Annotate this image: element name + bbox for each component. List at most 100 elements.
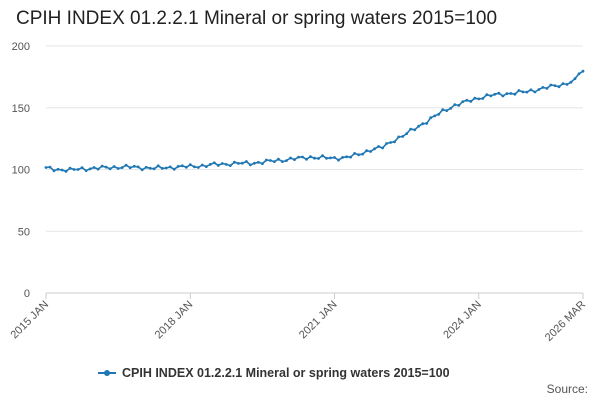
data-point — [517, 89, 521, 92]
data-point — [461, 100, 465, 103]
data-point — [357, 153, 360, 157]
data-point — [200, 163, 204, 167]
data-point — [425, 122, 429, 125]
data-point — [140, 168, 144, 172]
data-point — [289, 156, 292, 160]
data-point — [413, 128, 417, 132]
data-point — [421, 122, 425, 126]
data-point — [397, 135, 401, 139]
data-point — [577, 72, 581, 76]
data-point — [489, 94, 493, 98]
data-point — [313, 156, 316, 160]
data-point — [120, 166, 124, 170]
data-point — [561, 82, 565, 85]
data-point — [325, 156, 328, 160]
data-point — [241, 161, 244, 165]
data-point — [132, 164, 136, 168]
chart-title: CPIH INDEX 01.2.2.1 Mineral or spring wa… — [16, 8, 498, 29]
legend-label: CPIH INDEX 01.2.2.1 Mineral or spring wa… — [122, 366, 450, 380]
data-point — [533, 90, 537, 94]
data-point — [477, 97, 481, 101]
data-point — [84, 169, 88, 173]
data-point — [473, 96, 477, 100]
data-point — [529, 88, 533, 92]
data-point — [485, 93, 489, 97]
data-point — [144, 165, 148, 169]
data-point — [369, 150, 372, 153]
data-point — [257, 160, 260, 164]
data-point — [469, 100, 473, 103]
data-point — [208, 163, 212, 166]
data-point — [341, 156, 344, 159]
data-point — [285, 159, 288, 163]
data-point — [501, 94, 505, 98]
data-point — [152, 167, 156, 171]
data-point — [48, 165, 52, 169]
data-point — [60, 168, 64, 172]
data-point — [465, 98, 469, 102]
data-point — [277, 157, 280, 161]
data-point — [345, 155, 348, 159]
data-point — [549, 83, 553, 87]
data-point — [305, 157, 308, 161]
data-point — [108, 167, 112, 171]
data-point — [433, 114, 437, 118]
source-label: Source: — [546, 382, 588, 396]
data-point — [212, 161, 216, 165]
data-point — [297, 155, 300, 159]
data-point — [301, 155, 304, 159]
data-point — [196, 166, 200, 169]
data-point — [148, 166, 152, 170]
data-point — [96, 167, 100, 171]
y-tick-label-150: 150 — [12, 103, 30, 115]
data-point — [80, 166, 84, 170]
data-point — [228, 164, 232, 168]
data-point — [581, 69, 585, 73]
data-point — [513, 92, 517, 96]
data-point — [353, 152, 356, 155]
data-point — [184, 165, 188, 169]
data-point — [333, 156, 336, 159]
data-point — [56, 167, 60, 171]
data-point — [437, 112, 441, 116]
data-point — [216, 164, 220, 167]
data-point — [481, 97, 485, 100]
data-point — [64, 170, 68, 173]
data-point — [128, 166, 132, 170]
data-point — [192, 165, 196, 169]
x-tick-label-2: 2021 JAN — [297, 299, 340, 342]
data-point — [172, 167, 176, 171]
series-line — [45, 70, 584, 173]
legend[interactable]: CPIH INDEX 01.2.2.1 Mineral or spring wa… — [98, 366, 450, 380]
y-tick-label-0: 0 — [24, 288, 30, 300]
data-point — [273, 160, 276, 164]
data-point — [565, 83, 569, 86]
data-point — [509, 92, 513, 95]
data-point — [361, 152, 364, 156]
data-point — [373, 147, 376, 151]
data-point — [293, 158, 296, 162]
data-point — [261, 162, 264, 166]
x-tick-label-1: 2018 JAN — [153, 299, 196, 342]
data-point — [449, 106, 453, 110]
data-point — [233, 160, 236, 164]
data-point — [281, 160, 284, 164]
data-point — [100, 164, 104, 168]
data-point — [401, 135, 405, 138]
data-point — [265, 158, 268, 162]
data-point — [164, 166, 168, 170]
data-point — [445, 109, 449, 112]
data-point — [72, 168, 76, 171]
data-point — [505, 92, 509, 95]
data-point — [393, 140, 396, 144]
data-point — [204, 165, 208, 169]
data-point — [545, 87, 549, 90]
data-point — [557, 85, 561, 89]
data-point — [553, 84, 557, 87]
data-point — [417, 124, 421, 128]
data-point — [44, 166, 48, 169]
data-point — [497, 91, 501, 95]
data-point — [521, 90, 525, 94]
data-point — [220, 162, 224, 165]
